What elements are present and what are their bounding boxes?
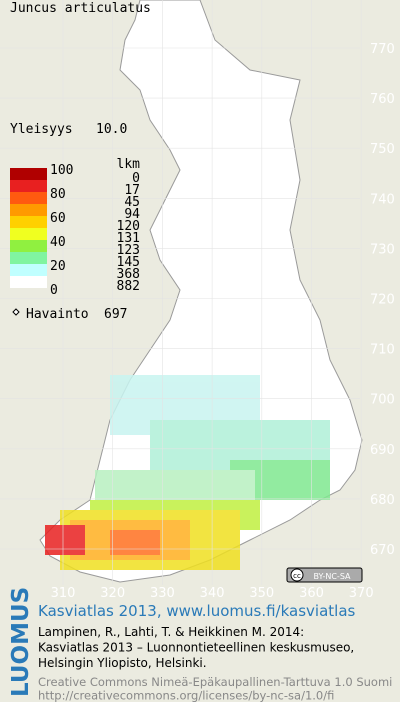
y-grid-label: 670 bbox=[370, 543, 395, 558]
scale-label: 80 bbox=[50, 187, 66, 202]
x-grid-label: 340 bbox=[200, 586, 225, 601]
legend-swatch bbox=[10, 180, 47, 192]
legend-swatch bbox=[10, 252, 47, 264]
license-badge: cc BY-NC-SA bbox=[286, 567, 363, 583]
count-label: 123 bbox=[117, 243, 140, 258]
count-label: 17 bbox=[124, 183, 140, 198]
legend-swatch bbox=[10, 228, 47, 240]
license-badge-text: BY-NC-SA bbox=[313, 572, 351, 581]
observation-count: 697 bbox=[104, 307, 127, 322]
count-label: 145 bbox=[117, 255, 140, 270]
y-grid-label: 690 bbox=[370, 443, 395, 458]
y-grid-label: 750 bbox=[370, 142, 395, 157]
count-label: 0 bbox=[132, 171, 140, 186]
x-grid-label: 330 bbox=[150, 586, 175, 601]
citation-line: Kasviatlas 2013 – Luonnontieteellinen ke… bbox=[38, 641, 354, 655]
x-grid-label: 320 bbox=[100, 586, 125, 601]
x-grid-label: 370 bbox=[349, 586, 374, 601]
legend-swatch bbox=[10, 216, 47, 228]
map: 770 760 750 740 730 720 710 700 690 680 670 310 320 3… bbox=[39, 0, 395, 601]
y-grid-label: 760 bbox=[370, 92, 395, 107]
x-grid-label: 310 bbox=[51, 586, 76, 601]
legend-swatch bbox=[10, 240, 47, 252]
credits-heading: Kasviatlas 2013, www.luomus.fi/kasviatla… bbox=[38, 602, 356, 620]
license-line: http://creativecommons.org/licenses/by-n… bbox=[38, 689, 334, 702]
count-label: 45 bbox=[124, 195, 140, 210]
legend-swatch bbox=[10, 276, 47, 288]
brand: LUOMUS bbox=[8, 587, 34, 697]
observation-symbol bbox=[12, 308, 20, 316]
occurrence-shading bbox=[45, 375, 330, 570]
y-grid-label: 680 bbox=[370, 493, 395, 508]
observation-label: Havainto bbox=[26, 307, 89, 322]
count-label: 131 bbox=[117, 231, 140, 246]
y-grid-label: 720 bbox=[370, 293, 395, 308]
legend-swatch bbox=[10, 264, 47, 276]
count-label: 94 bbox=[124, 207, 140, 222]
scale-label: 20 bbox=[50, 259, 66, 274]
legend-swatch bbox=[10, 168, 47, 180]
legend-swatch bbox=[10, 192, 47, 204]
frequency-label: Yleisyys bbox=[10, 122, 73, 137]
x-grid-label: 360 bbox=[299, 586, 324, 601]
x-grid-label: 350 bbox=[249, 586, 274, 601]
y-grid-label: 700 bbox=[370, 393, 395, 408]
y-grid-label: 740 bbox=[370, 192, 395, 207]
species-title: Juncus articulatus bbox=[10, 1, 151, 16]
y-grid-label: 730 bbox=[370, 242, 395, 257]
license-line: Creative Commons Nimeä-Epäkaupallinen-Ta… bbox=[38, 675, 392, 689]
scale-label: 40 bbox=[50, 235, 66, 250]
scale-label: 60 bbox=[50, 211, 66, 226]
count-label: 120 bbox=[117, 219, 140, 234]
citation-line: Lampinen, R., Lahti, T. & Heikkinen M. 2… bbox=[38, 625, 304, 639]
citation-line: Helsingin Yliopisto, Helsinki. bbox=[38, 656, 207, 670]
grid: 770 760 750 740 730 720 710 700 690 680 670 310 320 3… bbox=[50, 42, 395, 601]
svg-text:cc: cc bbox=[293, 572, 301, 580]
y-grid-label: 770 bbox=[370, 42, 395, 57]
credits: Lampinen, R., Lahti, T. & Heikkinen M. 2… bbox=[38, 625, 392, 702]
frequency-value: 10.0 bbox=[96, 122, 127, 137]
count-label: 368 bbox=[117, 267, 140, 282]
scale-label: 0 bbox=[50, 283, 58, 298]
scale-label: 100 bbox=[50, 163, 73, 178]
y-grid-label: 710 bbox=[370, 343, 395, 358]
count-header: lkm bbox=[117, 157, 141, 172]
count-label: 882 bbox=[117, 279, 140, 294]
legend-swatch bbox=[10, 204, 47, 216]
